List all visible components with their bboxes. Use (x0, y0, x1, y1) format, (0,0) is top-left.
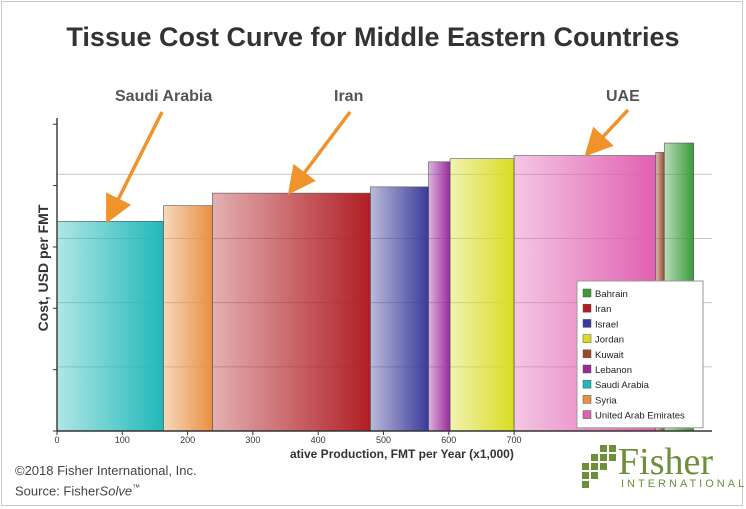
copyright-text: ©2018 Fisher International, Inc. (15, 463, 197, 478)
legend-label-israel: Israel (595, 319, 618, 330)
legend-label-kuwait: Kuwait (595, 350, 624, 361)
legend-label-lebanon: Lebanon (595, 365, 632, 376)
legend-swatch-iran (582, 303, 592, 313)
x-tick-label: 100 (115, 435, 130, 445)
legend-swatch-israel (582, 319, 592, 328)
source-italic: Solve (99, 483, 133, 499)
bar-lebanon (428, 161, 451, 432)
x-tick-label: 400 (311, 435, 326, 445)
bar-iran (212, 192, 371, 432)
legend-swatch-saudi-arabia (582, 379, 592, 389)
legend-label-bahrain: Bahrain (595, 289, 628, 300)
source-prefix: Source: Fisher (15, 483, 100, 499)
annotation-uae: UAE (606, 88, 640, 105)
legend-swatch-jordan (582, 334, 592, 343)
legend-label-saudi-arabia: Saudi Arabia (595, 380, 650, 391)
x-tick-label: 300 (245, 435, 260, 445)
bar-saudi-arabia (56, 220, 164, 432)
x-axis-label: ative Production, FMT per Year (x1,000) (290, 447, 514, 461)
annotation-iran: Iran (334, 88, 364, 105)
bar-israel (370, 186, 429, 432)
legend-box (576, 280, 704, 429)
chart-title: Tissue Cost Curve for Middle Eastern Cou… (66, 22, 680, 52)
bar-syria (163, 205, 213, 432)
legend-label-jordan: Jordan (595, 335, 624, 346)
fisher-logo-mark (582, 445, 616, 488)
annotation-saudi-arabia: Saudi Arabia (115, 88, 213, 105)
x-tick-label: 200 (180, 435, 195, 445)
x-tick-label: 600 (441, 435, 456, 445)
bar-jordan (449, 158, 515, 432)
legend-swatch-united-arab-emirates (582, 410, 592, 419)
logo-subtitle: INTERNATIONAL (621, 478, 746, 490)
legend-swatch-kuwait (582, 349, 592, 359)
source-text: Source: FisherSolve™ (15, 483, 140, 498)
x-tick-label: 500 (376, 435, 391, 445)
legend-swatch-syria (582, 395, 592, 404)
logo-name: Fisher (618, 441, 713, 483)
x-tick-label: 700 (507, 435, 522, 445)
arrow-saudi-arabia (106, 111, 164, 224)
arrow-iran (287, 110, 352, 195)
source-tm: ™ (132, 483, 141, 492)
legend-label-iran: Iran (595, 304, 611, 315)
legend-swatch-bahrain (582, 288, 592, 298)
legend-label-syria: Syria (595, 395, 617, 406)
arrow-uae (584, 108, 630, 157)
x-tick-label: 0 (54, 435, 59, 445)
legend-swatch-lebanon (582, 364, 592, 374)
legend-label-united-arab-emirates: United Arab Emirates (595, 411, 685, 422)
